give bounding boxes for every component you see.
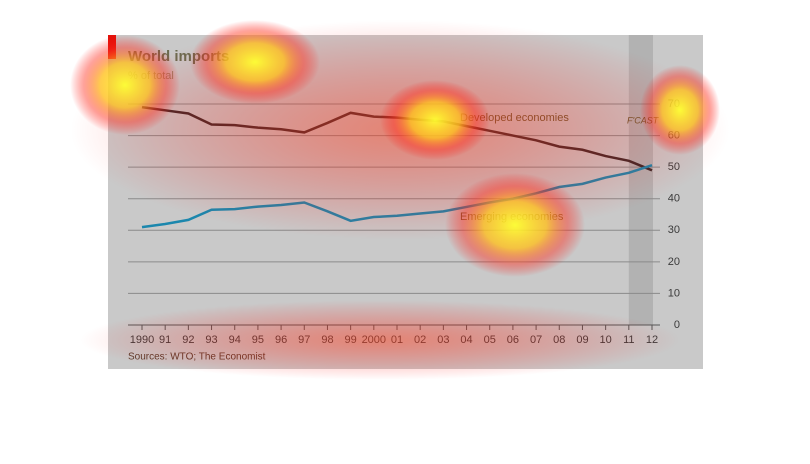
y-tick-label: 0: [674, 319, 680, 331]
x-tick-label: 11: [623, 334, 634, 346]
annotation: Developed economies: [460, 112, 569, 124]
y-tick-label: 40: [668, 193, 680, 205]
x-tick-label: 10: [600, 334, 612, 346]
x-tick-label: 95: [252, 334, 264, 346]
x-tick-label: 93: [205, 334, 217, 346]
forecast-band: [628, 35, 653, 325]
x-tick-label: 12: [646, 334, 658, 346]
annotation: F'CAST: [627, 115, 660, 125]
tag: [108, 35, 116, 59]
x-tick-label: 09: [576, 334, 588, 346]
chart-subtitle: % of total: [128, 70, 174, 82]
y-tick-label: 10: [668, 287, 680, 299]
x-tick-label: 08: [553, 334, 565, 346]
x-tick-label: 98: [321, 334, 333, 346]
source: Sources: WTO; The Economist: [128, 352, 266, 363]
y-tick-label: 50: [668, 161, 680, 173]
chart-title: World imports: [128, 48, 229, 65]
x-tick-label: 05: [484, 334, 496, 346]
y-tick-label: 30: [668, 224, 680, 236]
x-tick-label: 92: [182, 334, 194, 346]
x-tick-label: 01: [391, 334, 403, 346]
x-tick-label: 97: [298, 334, 310, 346]
y-tick-label: 60: [668, 129, 680, 141]
x-tick-label: 96: [275, 334, 287, 346]
x-tick-label: 2000: [362, 334, 386, 346]
x-tick-label: 91: [159, 334, 171, 346]
y-tick-label: 20: [668, 256, 680, 268]
x-tick-label: 07: [530, 334, 542, 346]
x-tick-label: 94: [229, 334, 241, 346]
x-tick-label: 03: [437, 334, 449, 346]
x-tick-label: 06: [507, 334, 519, 346]
x-tick-label: 02: [414, 334, 426, 346]
annotation: Emerging economies: [460, 211, 564, 223]
x-tick-label: 04: [460, 334, 472, 346]
y-tick-label: 70: [668, 98, 680, 110]
panel: [108, 35, 703, 369]
x-tick-label: 1990: [130, 334, 154, 346]
x-tick-label: 99: [345, 334, 357, 346]
